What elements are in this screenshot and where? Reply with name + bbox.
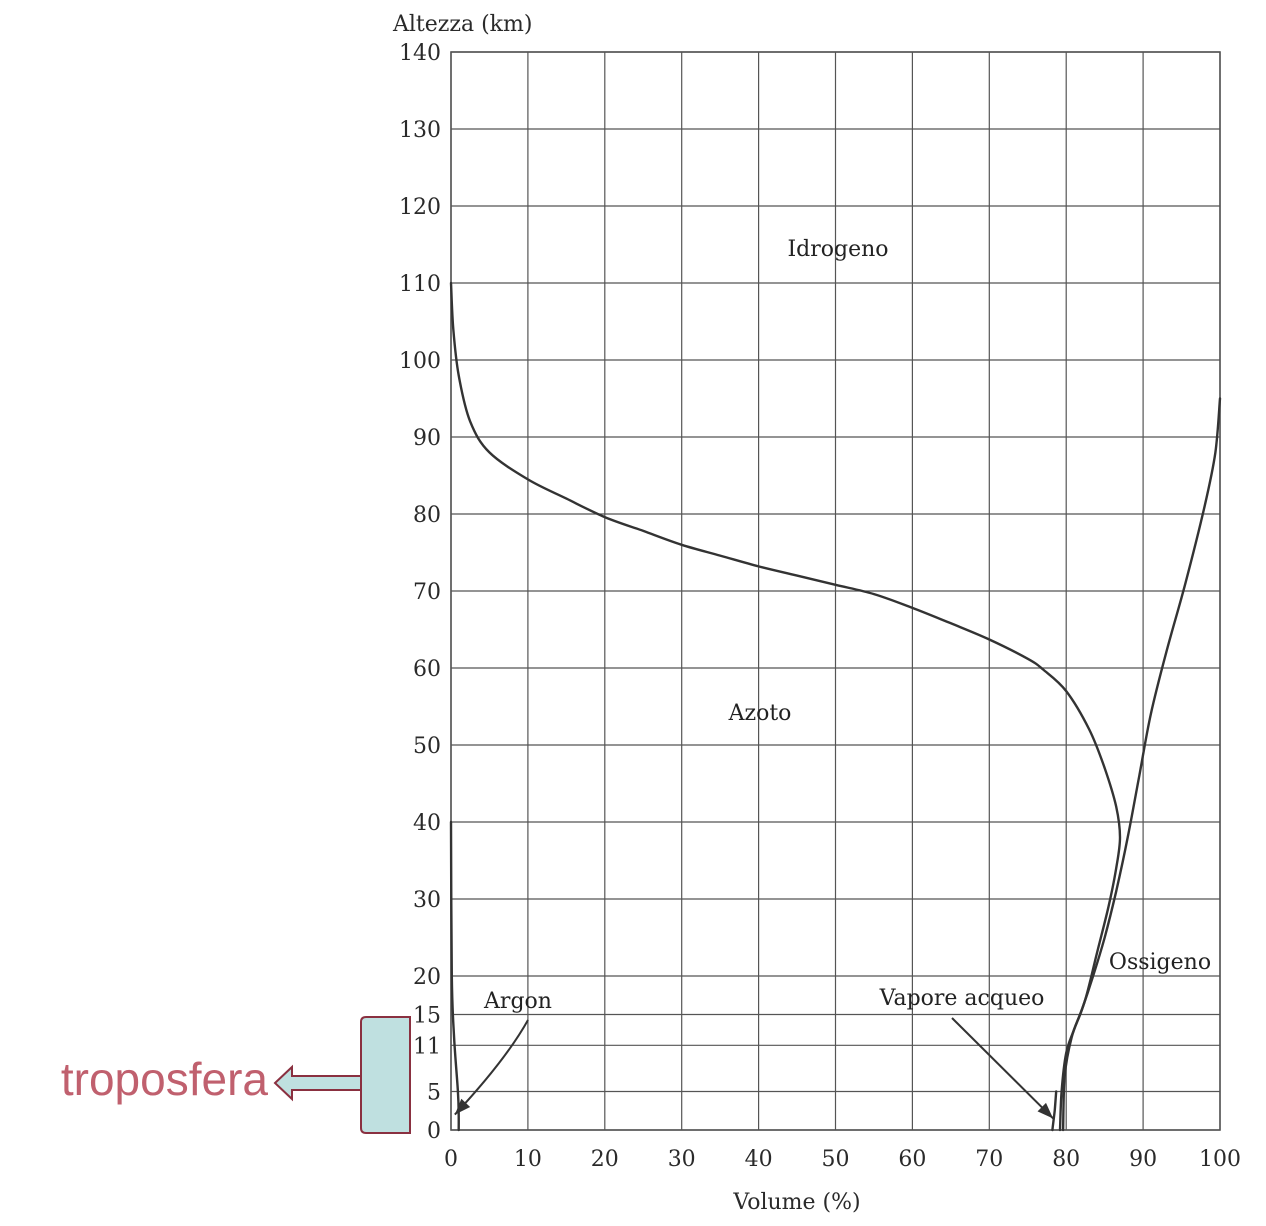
x-tick-label-30: 30: [668, 1147, 696, 1172]
series-line-3: [449, 820, 460, 1132]
y-tick-label-15: 15: [413, 1004, 441, 1029]
x-tick-label-0: 0: [444, 1147, 458, 1172]
series-line-1: [1061, 397, 1222, 1132]
annotation-vapore-acqueo: Vapore acqueo: [879, 986, 1045, 1011]
annotation-arrow-1: [951, 1017, 1054, 1120]
x-tick-label-40: 40: [745, 1147, 773, 1172]
arrowhead-1: [1037, 1102, 1054, 1119]
troposfera-bracket: [360, 1016, 411, 1134]
x-tick-label-70: 70: [975, 1147, 1003, 1172]
left-arrow-icon: [273, 1064, 362, 1102]
annotation-arrow-0: [454, 1019, 529, 1116]
tick-labels: 0 10 20 30 40 50 60 70 80 90 100 0 5 11 15 20 30 40 50 60 70…: [399, 41, 1241, 1172]
annotation-argon: Argon: [483, 989, 552, 1014]
y-tick-label-30: 30: [413, 888, 441, 913]
x-tick-label-50: 50: [822, 1147, 850, 1172]
y-tick-label-50: 50: [413, 734, 441, 759]
y-tick-label-40: 40: [413, 811, 441, 836]
y-tick-label-60: 60: [413, 657, 441, 682]
y-tick-label-80: 80: [413, 503, 441, 528]
y-tick-label-100: 100: [399, 349, 441, 374]
y-tick-label-140: 140: [399, 41, 441, 66]
x-tick-label-90: 90: [1129, 1147, 1157, 1172]
x-tick-label-20: 20: [591, 1147, 619, 1172]
y-tick-label-90: 90: [413, 426, 441, 451]
y-tick-label-20: 20: [413, 965, 441, 990]
x-tick-label-100: 100: [1199, 1147, 1241, 1172]
y-tick-label-120: 120: [399, 195, 441, 220]
troposfera-label: troposfera: [61, 1053, 269, 1105]
y-axis-label: Altezza (km): [392, 12, 532, 37]
grid: [450, 51, 1221, 1131]
x-tick-label-10: 10: [514, 1147, 542, 1172]
y-tick-label-0: 0: [427, 1119, 441, 1144]
region-label-ossigeno: Ossigeno: [1109, 950, 1211, 975]
x-tick-label-60: 60: [898, 1147, 926, 1172]
series-line-2: [1051, 1090, 1058, 1132]
y-tick-label-5: 5: [427, 1081, 441, 1106]
y-tick-label-110: 110: [399, 272, 441, 297]
x-tick-label-80: 80: [1052, 1147, 1080, 1172]
region-label-azoto: Azoto: [728, 701, 792, 726]
x-axis-label: Volume (%): [732, 1190, 860, 1215]
y-tick-label-70: 70: [413, 580, 441, 605]
annotation-arrows: [454, 1017, 1054, 1120]
curves: [449, 281, 1222, 1132]
y-tick-label-130: 130: [399, 118, 441, 143]
y-tick-label-11: 11: [413, 1034, 441, 1059]
series-line-0: [449, 281, 1122, 1132]
arrowhead-0: [454, 1098, 471, 1115]
region-label-idrogeno: Idrogeno: [787, 237, 888, 262]
